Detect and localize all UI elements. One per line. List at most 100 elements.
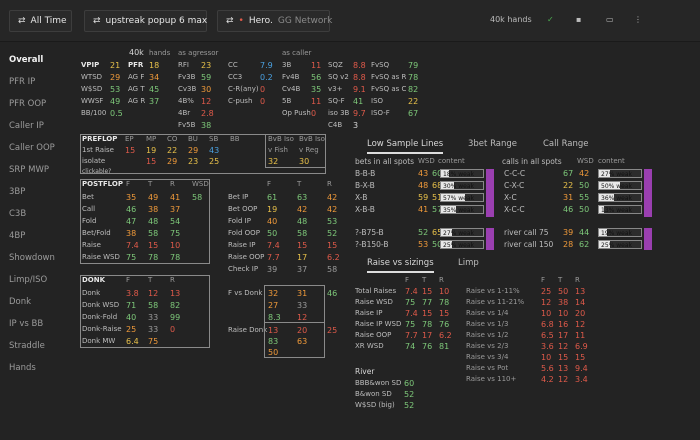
stat-label: SQ v2 [328,73,349,81]
sizing-right-value: 17 [558,331,569,340]
more-icon[interactable]: ⋮ [634,15,642,24]
sizing-left-value: 75 [405,320,416,329]
sidebar-item-hands[interactable]: Hands [9,363,36,373]
preflop-row-label: 1st Raise [82,146,114,154]
postflop2-row-label: Fold IP [228,217,251,225]
postflop2-value: 6.2 [327,253,340,262]
sidebar-item-4bp[interactable]: 4BP [9,231,26,241]
postflop2-row-label: Fold OOP [228,229,260,237]
river-row-value: 60 [404,379,415,388]
save-icon[interactable]: ▪ [576,15,582,24]
postflop-value: 38 [126,229,137,238]
sizing-left-value: 15 [422,309,433,318]
popup-select-button[interactable]: ⇄ upstreak popup 6 max [84,10,207,32]
swap-icon: ⇄ [226,16,234,26]
sizing-left-value: 7.7 [405,331,418,340]
preflop-title: PREFLOP [82,135,118,143]
sidebar-item-limp-iso[interactable]: Limp/ISO [9,275,48,285]
sidebar-item-straddle[interactable]: Straddle [9,341,45,351]
postflop-row-label: Bet/Fold [82,229,111,237]
bet-line-wsd: 65 [432,228,443,237]
postflop2-row-label: Raise OOP [228,253,265,261]
sizing-right-label: Raise vs 2/3 [466,342,509,350]
sidebar-item-caller-ip[interactable]: Caller IP [9,121,44,131]
preflop-value: 25 [209,157,220,166]
donk-row-label: Donk [82,289,101,297]
bet-line-label: B-X-B [355,181,375,190]
time-filter-button[interactable]: ⇄ All Time [9,10,72,32]
as-aggressor-label: as agressor [178,49,219,57]
sizing-right-value: 6.5 [541,331,554,340]
sample-tab-1[interactable]: 3bet Range [468,139,518,149]
hands-label: hands [149,49,171,57]
sizing-right-value: 12 [558,342,569,351]
preflop-value: 15 [125,146,136,155]
sizing-right-label: Raise vs 3/4 [466,353,509,361]
rd-value: 25 [327,326,338,335]
stat-value: 34 [149,73,160,82]
sizing-right-label: Raise vs 1/3 [466,320,509,328]
stat-value: 0 [260,85,266,94]
donk-value: 71 [126,301,137,310]
bet-line-label: X-B [355,193,368,202]
sizing-tab-0[interactable]: Raise vs sizings [367,259,434,273]
call-line-value: 46 [563,205,574,214]
sidebar-item-pfr-oop[interactable]: PFR OOP [9,99,47,109]
postflop2-col-header: R [327,180,332,188]
hands-count: 40k hands [490,15,532,24]
weak-bar: 35% weak [440,205,484,214]
bet-line-value: 53 [418,240,429,249]
check-icon[interactable]: ✓ [547,15,554,24]
sidebar-item-srp-mwp[interactable]: SRP MWP [9,165,49,175]
sample-tab-2[interactable]: Call Range [543,139,589,149]
stat-value: 9.1 [353,85,366,94]
weak-bar: 50% weak [598,181,642,190]
stat-value: 23 [201,61,212,70]
player-select-button[interactable]: ⇄ • Hero. GG Network [217,10,332,32]
sizing-right-label: Raise vs Pot [466,364,509,372]
sidebar-item-showdown[interactable]: Showdown [9,253,55,263]
postflop2-row-label: Bet OOP [228,205,258,213]
sidebar-item-pfr-ip[interactable]: PFR IP [9,77,36,87]
sizing-left-value: 74 [405,342,416,351]
sidebar-item-overall[interactable]: Overall [9,55,44,65]
bvb-label: v Fish [268,146,288,154]
bvb-header: BvB Iso [299,135,325,143]
postflop-row-label: Fold [82,217,97,225]
stat-value: 67 [408,109,419,118]
sizing-col-header: T [422,276,427,284]
sizing-left-label: Total Raises [355,287,397,295]
sizing-left-label: Raise IP WSD [355,320,402,328]
donk-value: 12 [148,289,159,298]
folder-icon[interactable]: ▭ [606,15,614,24]
sidebar-item-donk[interactable]: Donk [9,297,32,307]
sizing-tab-1[interactable]: Limp [458,258,479,268]
stat-label: W$SD [81,85,103,93]
stat-value: 29 [110,73,121,82]
river-title: River [355,367,375,376]
postflop2-col-header: F [267,180,272,188]
sizing-right-label: Raise vs 1/2 [466,331,509,339]
postflop2-value: 42 [327,205,338,214]
bet-line-wsd: 57 [432,205,443,214]
postflop2-value: 37 [297,265,308,274]
sidebar-item-caller-oop[interactable]: Caller OOP [9,143,55,153]
postflop-value: 47 [126,217,137,226]
sidebar-item-c3b[interactable]: C3B [9,209,27,219]
postflop2-value: 15 [297,241,308,250]
sidebar: Overall PFR IP PFR OOP Caller IP Caller OOP S… [0,42,68,440]
stat-label: CC [228,61,238,69]
call-line-value: 28 [563,240,574,249]
postflop-col-header: WSD [192,180,209,188]
sizing-right-value: 13 [558,364,569,373]
call-line-wsd: 50 [579,205,590,214]
sizing-col-header: F [541,276,546,284]
preflop-value: 43 [209,146,220,155]
stat-value: 35 [311,85,322,94]
postflop2-col-header: T [297,180,302,188]
call-line-wsd: 42 [579,169,590,178]
sizing-left-label: Raise IP [355,309,383,317]
sidebar-item-ip-vs-bb[interactable]: IP vs BB [9,319,44,329]
sidebar-item-3bp[interactable]: 3BP [9,187,26,197]
sample-tab-0[interactable]: Low Sample Lines [367,140,444,154]
